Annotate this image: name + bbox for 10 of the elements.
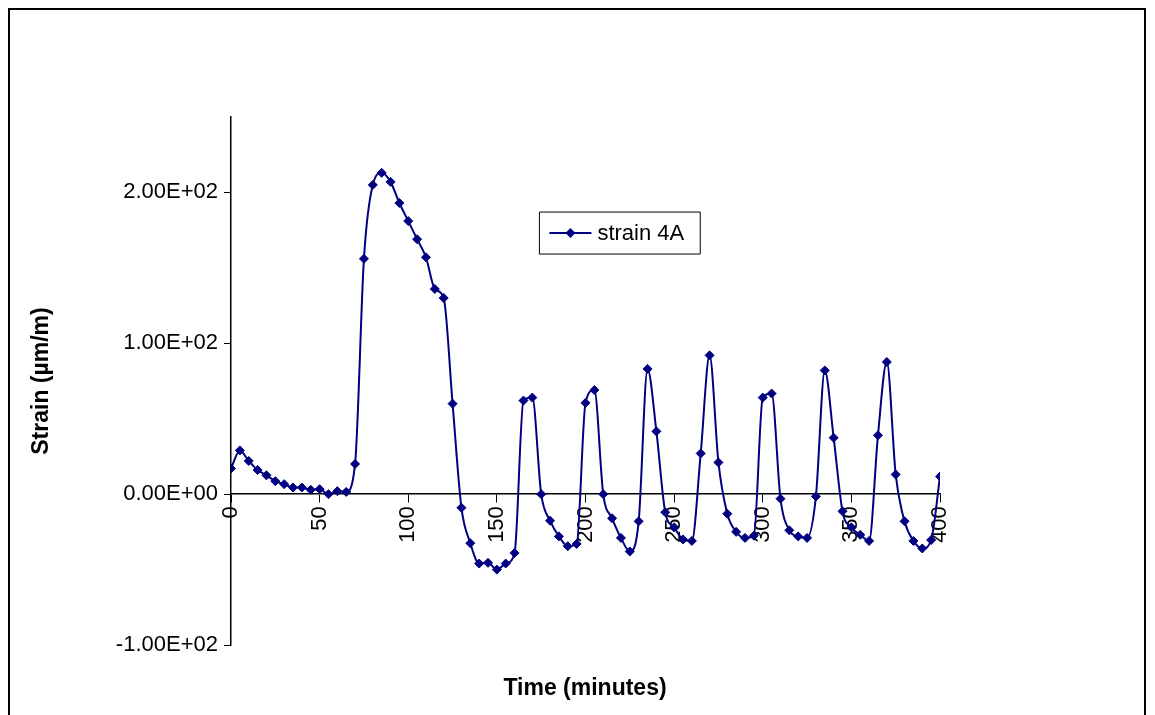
y-tick-label: 0.00E+00 [123, 480, 218, 506]
y-axis-title: Strain (µm/m) [26, 307, 54, 455]
y-tick-label: -1.00E+02 [115, 631, 218, 657]
y-tick-label: 1.00E+02 [123, 329, 218, 355]
x-tick-label: 50 [305, 506, 331, 531]
x-tick-label: 150 [482, 506, 508, 543]
x-tick-label: 100 [394, 506, 420, 543]
legend-label: strain 4A [597, 220, 685, 246]
y-tick-label: 2.00E+02 [123, 178, 218, 204]
x-axis-title: Time (minutes) [503, 674, 667, 701]
